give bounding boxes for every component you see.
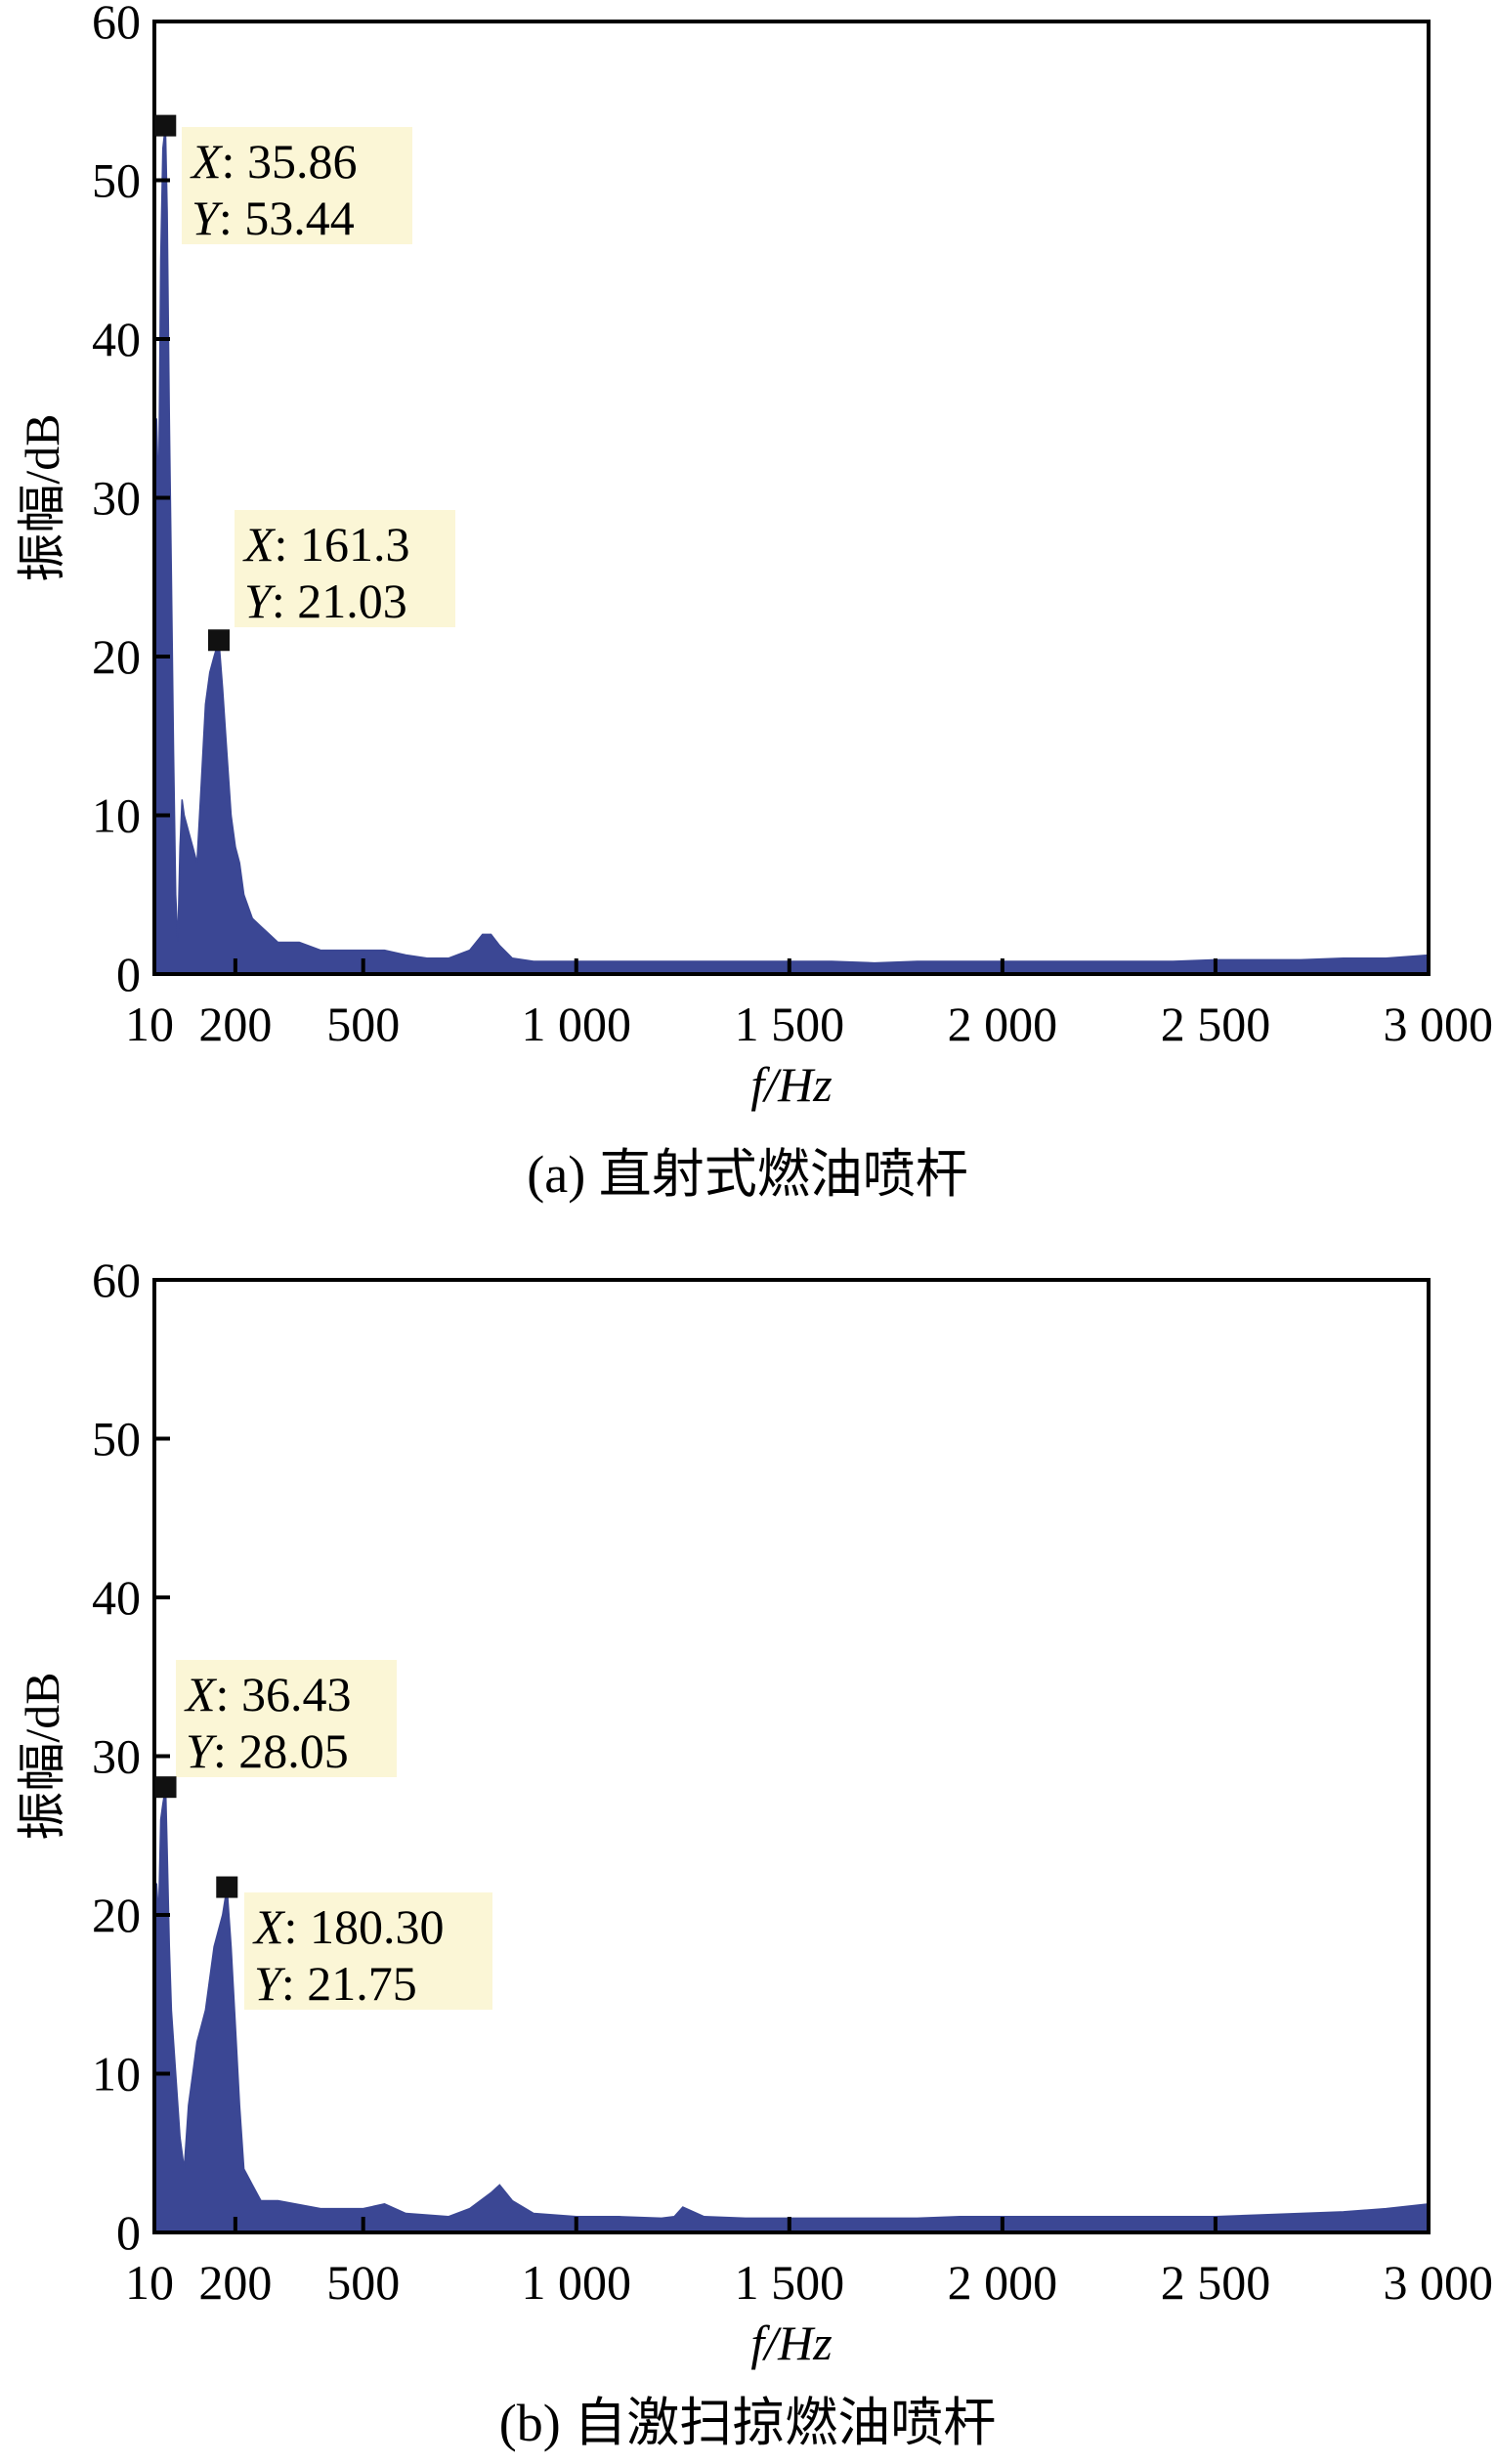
x-tick-label: 1 000 bbox=[522, 2255, 632, 2310]
chart-caption-a: (a) 直射式燃油喷杆 bbox=[527, 1145, 968, 1204]
datatip-1: X: 35.86Y: 53.44 bbox=[154, 114, 412, 245]
y-axis-title: 振幅/dB bbox=[15, 413, 69, 581]
datatip-1: X: 36.43Y: 28.05 bbox=[154, 1660, 397, 1799]
x-tick-label: 200 bbox=[198, 2255, 272, 2310]
y-tick-label: 10 bbox=[92, 788, 141, 843]
datatip-2: X: 180.30Y: 21.75 bbox=[216, 1876, 492, 2011]
datatip-marker bbox=[207, 629, 230, 652]
y-axis-title: 振幅/dB bbox=[15, 1672, 69, 1840]
datatip-box bbox=[182, 127, 412, 244]
x-tick-label: 10 bbox=[125, 2255, 174, 2310]
datatip-marker bbox=[154, 114, 177, 137]
x-tick-label: 1 500 bbox=[735, 2255, 845, 2310]
y-tick-label: 20 bbox=[92, 629, 141, 684]
datatip-x-text: X: 36.43 bbox=[184, 1667, 351, 1721]
datatip-x-text: X: 180.30 bbox=[252, 1899, 444, 1954]
datatip-box bbox=[235, 510, 455, 627]
x-tick-label: 500 bbox=[326, 2255, 400, 2310]
datatip-y-text: Y: 21.03 bbox=[244, 574, 407, 628]
y-tick-label: 50 bbox=[92, 1412, 141, 1466]
y-tick-label: 40 bbox=[92, 1570, 141, 1625]
y-tick-label: 30 bbox=[92, 1729, 141, 1784]
spectrum-series-fill bbox=[153, 1787, 1430, 2233]
y-tick-label: 0 bbox=[116, 2205, 141, 2260]
x-tick-label: 2 000 bbox=[948, 997, 1058, 1051]
datatip-box bbox=[176, 1660, 397, 1777]
chart-caption-b: (b) 自激扫掠燃油喷杆 bbox=[498, 2394, 997, 2452]
datatip-x-text: X: 35.86 bbox=[190, 134, 357, 189]
y-tick-label: 50 bbox=[92, 153, 141, 208]
datatip-marker bbox=[216, 1876, 238, 1898]
x-tick-label: 200 bbox=[198, 997, 272, 1051]
y-tick-label: 60 bbox=[92, 0, 141, 49]
chart-panel-b: 0 10 20 30 40 50 60 10 200 500 1 000 1 500 2 000 2 50… bbox=[0, 1232, 1495, 2464]
datatip-marker bbox=[154, 1776, 177, 1799]
spectrum-series-fill bbox=[153, 125, 1430, 975]
y-tick-label: 30 bbox=[92, 471, 141, 526]
x-tick-label: 2 500 bbox=[1161, 2255, 1271, 2310]
x-axis-title: f/Hz bbox=[750, 2315, 832, 2370]
x-tick-label: 10 bbox=[125, 997, 174, 1051]
x-tick-label: 2 500 bbox=[1161, 997, 1271, 1051]
datatip-y-text: Y: 53.44 bbox=[192, 191, 355, 245]
datatip-y-text: Y: 21.75 bbox=[254, 1956, 417, 2011]
datatip-x-text: X: 161.3 bbox=[242, 517, 409, 572]
y-tick-label: 0 bbox=[116, 947, 141, 1001]
datatip-2: X: 161.3Y: 21.03 bbox=[207, 510, 455, 652]
y-tick-label: 10 bbox=[92, 2047, 141, 2102]
chart-panel-a: 0 10 20 30 40 50 60 10 200 500 1 000 1 500 2 000 2 50… bbox=[15, 0, 1494, 1204]
x-tick-label: 500 bbox=[326, 997, 400, 1051]
datatip-y-text: Y: 28.05 bbox=[186, 1723, 349, 1778]
datatip-box bbox=[244, 1892, 492, 2010]
x-tick-label: 1 000 bbox=[522, 997, 632, 1051]
x-tick-label: 3 000 bbox=[1384, 997, 1494, 1051]
y-tick-label: 60 bbox=[92, 1253, 141, 1307]
y-tick-label: 40 bbox=[92, 312, 141, 366]
x-tick-label: 1 500 bbox=[735, 997, 845, 1051]
x-tick-label: 3 000 bbox=[1384, 2255, 1494, 2310]
y-tick-label: 20 bbox=[92, 1888, 141, 1942]
x-axis-title: f/Hz bbox=[750, 1057, 832, 1112]
x-tick-label: 2 000 bbox=[948, 2255, 1058, 2310]
